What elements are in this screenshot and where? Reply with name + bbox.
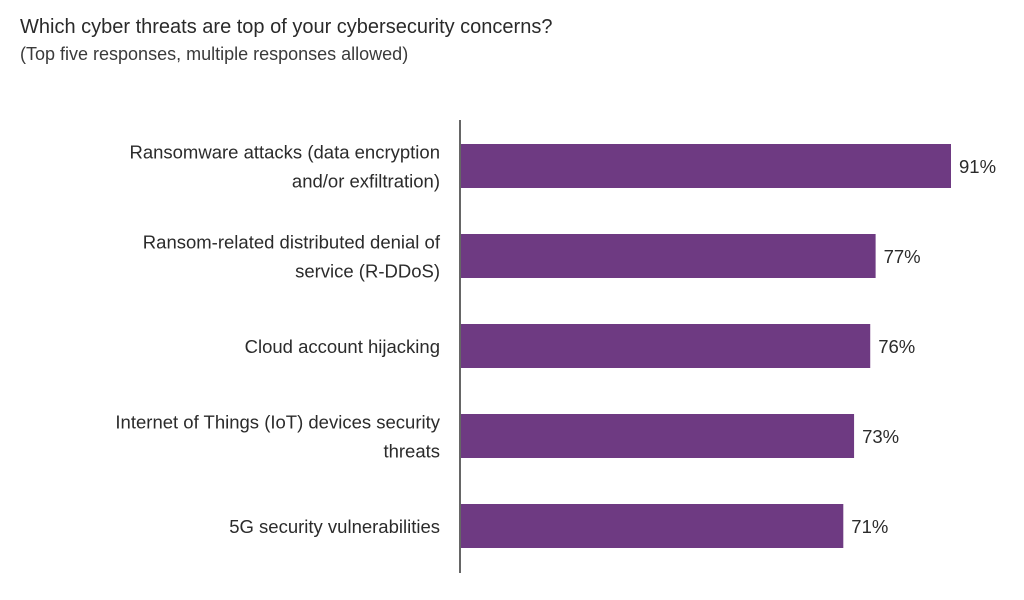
chart-title: Which cyber threats are top of your cybe… xyxy=(20,16,553,38)
value-label: 71% xyxy=(851,516,888,537)
bar-internet-of-things-iot-devices-security- xyxy=(461,414,855,458)
category-label-line: Ransomware attacks (data encryption xyxy=(129,142,440,163)
value-label: 73% xyxy=(862,426,899,447)
value-label: 91% xyxy=(959,156,996,177)
category-label: Ransom-related distributed denial of serv… xyxy=(143,232,441,282)
value-label: 77% xyxy=(884,246,921,267)
bar-5g-security-vulnerabilities xyxy=(461,504,844,548)
value-label: 76% xyxy=(878,336,915,357)
bar-cloud-account-hijacking xyxy=(461,324,871,368)
category-label: Ransomware attacks (data encryption and/o… xyxy=(129,142,440,192)
category-label-line: 5G security vulnerabilities xyxy=(229,516,440,537)
category-label-line: threats xyxy=(383,441,440,462)
category-label: Internet of Things (IoT) devices securit… xyxy=(115,412,440,462)
bar-ransomware-attacks-data-encryption-and-o xyxy=(461,144,951,188)
category-label: Cloud account hijacking xyxy=(245,336,440,357)
category-label-line: Ransom-related distributed denial of xyxy=(143,232,441,253)
bar-ransom-related-distributed-denial-of-ser xyxy=(461,234,876,278)
chart-subtitle: (Top five responses, multiple responses … xyxy=(20,44,409,64)
category-label-line: and/or exfiltration) xyxy=(292,171,440,192)
category-label-line: Cloud account hijacking xyxy=(245,336,440,357)
category-label-line: service (R-DDoS) xyxy=(295,261,440,282)
category-label: 5G security vulnerabilities xyxy=(229,516,440,537)
category-label-line: Internet of Things (IoT) devices securit… xyxy=(115,412,440,433)
